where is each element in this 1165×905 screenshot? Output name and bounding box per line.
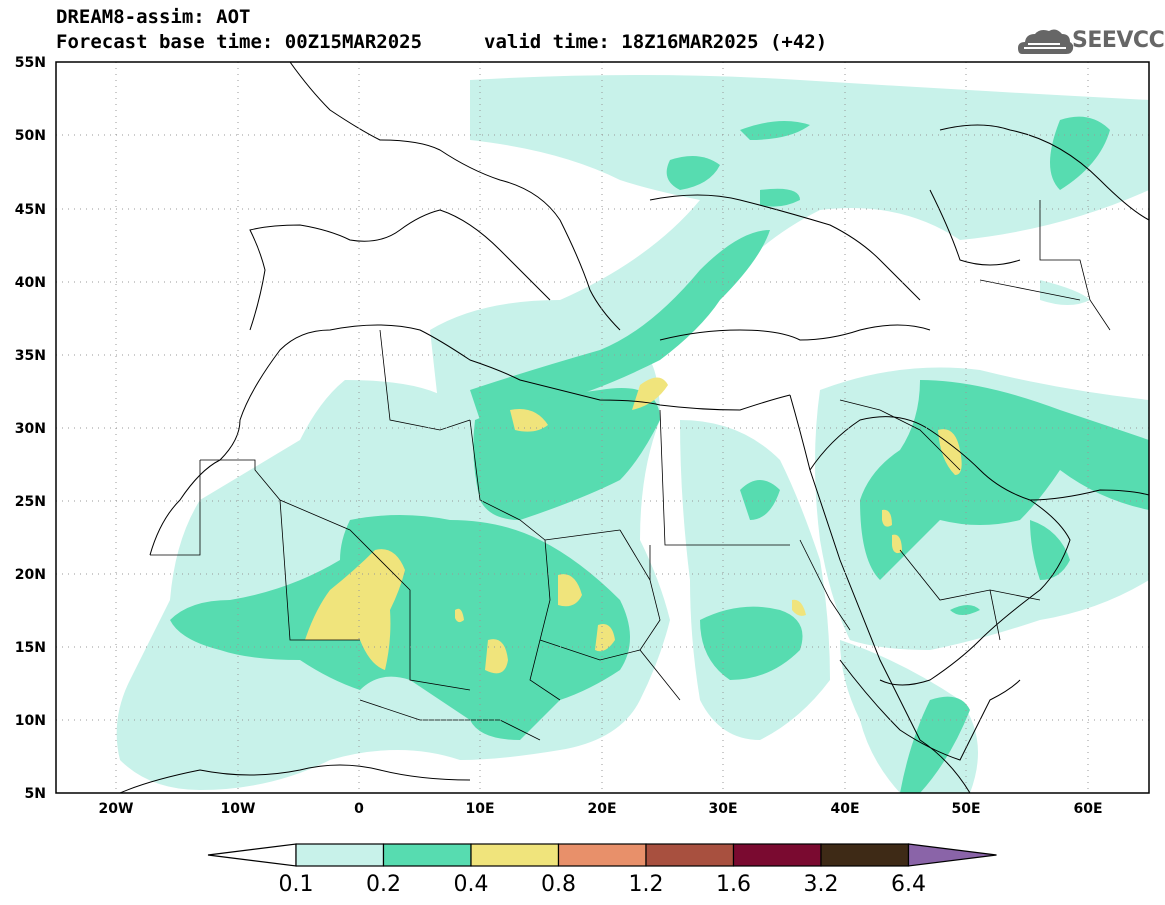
colorbar-box bbox=[470, 843, 560, 867]
colorbar-label: 0.1 bbox=[279, 872, 314, 897]
lat-label: 30N bbox=[15, 421, 46, 437]
colorbar-box bbox=[557, 843, 647, 867]
valid-time: valid time: 18Z16MAR2025 (+42) bbox=[484, 31, 828, 53]
lon-label: 20E bbox=[587, 801, 616, 817]
aot-level-0.2 bbox=[170, 116, 1149, 793]
forecast-base-time: Forecast base time: 00Z15MAR2025 bbox=[56, 31, 423, 53]
lat-label: 45N bbox=[15, 202, 46, 218]
colorbar-under-arrow bbox=[207, 843, 297, 867]
lat-label: 15N bbox=[15, 640, 46, 656]
colorbar-box bbox=[645, 843, 735, 867]
colorbar-label: 3.2 bbox=[804, 872, 839, 897]
lon-label: 20W bbox=[99, 801, 134, 817]
colorbar-label: 0.4 bbox=[454, 872, 489, 897]
lat-label: 35N bbox=[15, 348, 46, 364]
lat-label: 55N bbox=[15, 55, 46, 71]
lat-label: 10N bbox=[15, 713, 46, 729]
grid bbox=[56, 62, 1149, 793]
map-title: DREAM8-assim: AOT bbox=[56, 6, 251, 28]
colorbar-label: 0.8 bbox=[541, 872, 576, 897]
aot-fields bbox=[116, 75, 1149, 793]
lon-label: 30E bbox=[708, 801, 737, 817]
lon-label: 40E bbox=[830, 801, 859, 817]
coastlines bbox=[119, 62, 1149, 793]
colorbar-label: 1.6 bbox=[716, 872, 751, 897]
cloud-icon bbox=[1018, 29, 1074, 54]
lon-axis: 20W 10W 0 10E 20E 30E 40E 50E 60E bbox=[99, 801, 1103, 817]
lon-label: 60E bbox=[1073, 801, 1102, 817]
logo-text: SEEVCCC bbox=[1072, 28, 1165, 53]
map-frame bbox=[55, 61, 1150, 794]
lon-label: 10W bbox=[221, 801, 256, 817]
lon-label: 10E bbox=[465, 801, 494, 817]
colorbar-box bbox=[295, 843, 385, 867]
colorbar: 0.1 0.2 0.4 0.8 1.2 1.6 3.2 6.4 bbox=[207, 843, 997, 897]
colorbar-box bbox=[382, 843, 472, 867]
borders bbox=[150, 200, 1111, 741]
lat-label: 50N bbox=[15, 128, 46, 144]
colorbar-label: 0.2 bbox=[366, 872, 401, 897]
lat-label: 5N bbox=[25, 786, 46, 802]
lon-label: 50E bbox=[951, 801, 980, 817]
lon-label: 0 bbox=[354, 801, 364, 817]
lat-label: 40N bbox=[15, 275, 46, 291]
colorbar-box bbox=[732, 843, 822, 867]
lat-axis: 55N 50N 45N 40N 35N 30N 25N 20N 15N 10N … bbox=[15, 55, 46, 802]
colorbar-label: 1.2 bbox=[629, 872, 664, 897]
lat-label: 25N bbox=[15, 494, 46, 510]
colorbar-label: 6.4 bbox=[891, 872, 926, 897]
colorbar-box bbox=[820, 843, 910, 867]
lat-label: 20N bbox=[15, 567, 46, 583]
colorbar-over-arrow bbox=[907, 843, 997, 867]
